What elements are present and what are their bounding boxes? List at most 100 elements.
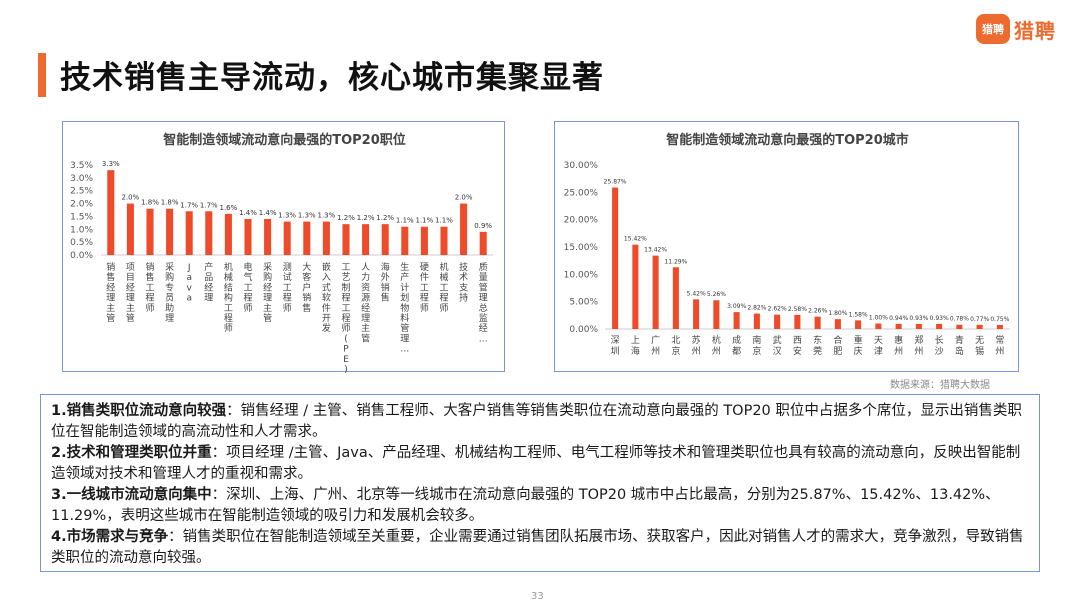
category-label: 测试工程师 bbox=[283, 262, 292, 314]
data-label: 1.1% bbox=[416, 217, 434, 225]
category-label: 深圳 bbox=[611, 335, 620, 357]
bar bbox=[362, 224, 370, 255]
category-label: 机械结构工程师 bbox=[224, 261, 233, 334]
bar bbox=[107, 170, 115, 255]
data-label: 1.1% bbox=[396, 217, 414, 225]
category-label: 产品经理 bbox=[204, 261, 213, 304]
bar bbox=[342, 224, 350, 255]
summary-text: ：销售经理 / 主管、销售工程师、大客户销售等销售类职位在流动意向最强的 TOP… bbox=[51, 403, 1022, 440]
data-label: 13.42% bbox=[644, 247, 667, 254]
bar bbox=[733, 312, 740, 329]
data-label: 1.00% bbox=[869, 315, 888, 322]
logo-badge: 猎聘 bbox=[976, 14, 1010, 44]
category-label: 海外销售 bbox=[381, 261, 390, 304]
category-label: 杭州 bbox=[712, 334, 721, 357]
y-tick-label: 3.5% bbox=[70, 161, 93, 171]
category-label: 武汉 bbox=[773, 334, 782, 357]
summary-box: 1.销售类职位流动意向较强：销售经理 / 主管、销售工程师、大客户销售等销售类职… bbox=[40, 394, 1040, 572]
data-label: 1.8% bbox=[161, 199, 179, 207]
data-label: 1.3% bbox=[278, 212, 296, 220]
data-label: 11.29% bbox=[664, 258, 687, 265]
source-note: 数据来源：猎聘大数据 bbox=[890, 380, 990, 391]
summary-text: ：项目经理 /主管、Java、产品经理、机械结构工程师、电气工程师等技术和管理类… bbox=[51, 445, 1021, 482]
bar bbox=[936, 323, 943, 329]
bar bbox=[224, 213, 232, 255]
data-label: 1.7% bbox=[180, 201, 198, 209]
bar bbox=[185, 211, 193, 255]
summary-heading: 4.市场需求与竞争 bbox=[51, 529, 169, 545]
category-label: 采购专员助理 bbox=[165, 262, 174, 324]
bar bbox=[693, 299, 700, 329]
data-label: 1.4% bbox=[239, 209, 257, 217]
bar bbox=[146, 208, 154, 255]
category-label: 长沙 bbox=[935, 334, 944, 357]
y-tick-label: 30.00% bbox=[564, 161, 599, 171]
category-label: 成都 bbox=[732, 334, 741, 357]
bar bbox=[855, 320, 862, 329]
category-label: 天津 bbox=[874, 336, 883, 357]
data-label: 1.4% bbox=[259, 209, 277, 217]
category-label: 销售经理主管 bbox=[106, 261, 115, 324]
category-label: 人力资源经理主管 bbox=[361, 262, 370, 344]
bar bbox=[166, 208, 174, 255]
bar bbox=[632, 244, 639, 329]
category-label: 北京 bbox=[671, 335, 680, 357]
category-label: 上海 bbox=[631, 335, 640, 357]
category-label: 销售工程师 bbox=[145, 261, 154, 314]
summary-item-4: 4.市场需求与竞争：销售类职位在智能制造领域至关重要，企业需要通过销售团队拓展市… bbox=[51, 527, 1029, 569]
category-label: 苏州 bbox=[692, 334, 701, 357]
data-label: 1.8% bbox=[141, 199, 159, 207]
bar bbox=[996, 324, 1003, 329]
category-label: 质量管理总监经… bbox=[479, 261, 488, 344]
bar bbox=[834, 319, 841, 329]
y-tick-label: 0.5% bbox=[70, 238, 93, 248]
category-label: 青岛 bbox=[955, 334, 964, 357]
data-label: 25.87% bbox=[604, 179, 627, 186]
data-label: 1.3% bbox=[298, 212, 316, 220]
logo-text: 猎聘 bbox=[1014, 18, 1056, 43]
data-label: 5.26% bbox=[707, 291, 726, 298]
data-label: 1.2% bbox=[337, 214, 355, 222]
cities-chart: 智能制造领域流动意向最强的TOP20城市 0.00% 5.00% 10.00% 15.0… bbox=[554, 121, 1019, 372]
category-label: 生产计划物料管理… bbox=[400, 261, 409, 355]
data-label: 2.0% bbox=[122, 194, 140, 202]
summary-heading: 3.一线城市流动意向集中 bbox=[51, 487, 212, 503]
category-label: 广州 bbox=[651, 334, 660, 357]
bar bbox=[283, 221, 291, 255]
data-label: 1.2% bbox=[376, 214, 394, 222]
bar bbox=[381, 224, 389, 255]
bar bbox=[713, 300, 720, 329]
data-label: 5.42% bbox=[687, 290, 706, 297]
summary-item-3: 3.一线城市流动意向集中：深圳、上海、广州、北京等一线城市在流动意向最强的 TO… bbox=[51, 485, 1029, 527]
data-label: 0.93% bbox=[909, 315, 928, 322]
positions-chart: 智能制造领域流动意向最强的TOP20职位 0.0% 0.5% 1.0% 1.5% 2.0%… bbox=[62, 121, 505, 373]
category-label: 东莞 bbox=[813, 334, 822, 357]
data-label: 3.09% bbox=[727, 303, 746, 310]
data-label: 1.3% bbox=[318, 212, 336, 220]
data-label: 1.2% bbox=[357, 214, 375, 222]
bar bbox=[976, 324, 983, 329]
data-label: 2.82% bbox=[747, 305, 766, 312]
data-label: 1.6% bbox=[220, 204, 238, 212]
positions-chart-svg: 智能制造领域流动意向最强的TOP20职位 0.0% 0.5% 1.0% 1.5% 2.0%… bbox=[70, 132, 493, 373]
category-label: 无锡 bbox=[975, 335, 984, 357]
bar bbox=[875, 323, 882, 329]
data-label: 1.7% bbox=[200, 201, 218, 209]
bar bbox=[322, 221, 330, 255]
bar bbox=[956, 324, 963, 329]
y-tick-label: 10.00% bbox=[564, 270, 599, 280]
cities-chart-svg: 智能制造领域流动意向最强的TOP20城市 0.00% 5.00% 10.00% 15.0… bbox=[564, 132, 1010, 357]
data-label: 1.58% bbox=[849, 311, 868, 318]
category-label: 惠州 bbox=[894, 334, 903, 357]
data-label: 1.80% bbox=[828, 310, 847, 317]
category-label: 南京 bbox=[752, 334, 761, 357]
summary-item-1: 1.销售类职位流动意向较强：销售经理 / 主管、销售工程师、大客户销售等销售类职… bbox=[51, 401, 1029, 443]
category-label: 郑州 bbox=[914, 334, 923, 357]
bar bbox=[420, 226, 428, 255]
data-label: 2.62% bbox=[768, 306, 787, 313]
data-label: 0.75% bbox=[990, 316, 1009, 323]
data-label: 2.0% bbox=[455, 194, 473, 202]
bar bbox=[672, 267, 679, 329]
bar bbox=[753, 313, 760, 329]
y-tick-label: 0.0% bbox=[70, 251, 93, 261]
